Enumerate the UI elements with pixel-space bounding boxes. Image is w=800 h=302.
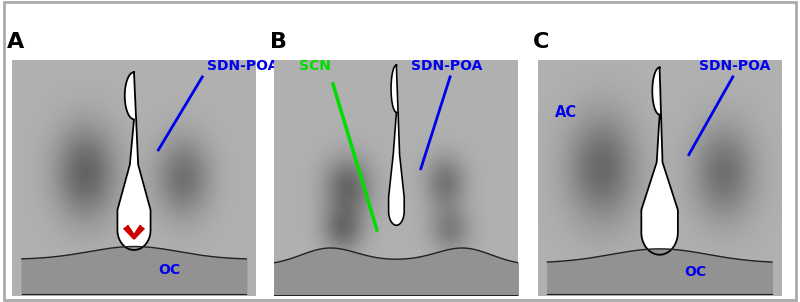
- Text: C: C: [533, 32, 549, 52]
- Text: SDN-POA: SDN-POA: [411, 59, 482, 73]
- Text: AC: AC: [554, 105, 577, 120]
- Text: A: A: [7, 32, 24, 52]
- Text: SCN: SCN: [299, 59, 330, 73]
- Text: B: B: [270, 32, 286, 52]
- Polygon shape: [118, 72, 150, 250]
- Polygon shape: [642, 67, 678, 255]
- Text: SDN-POA: SDN-POA: [207, 59, 278, 73]
- Polygon shape: [389, 65, 404, 225]
- Text: OC: OC: [158, 263, 181, 277]
- Text: SDN-POA: SDN-POA: [698, 59, 770, 73]
- Polygon shape: [125, 225, 143, 238]
- Text: OC: OC: [684, 265, 706, 279]
